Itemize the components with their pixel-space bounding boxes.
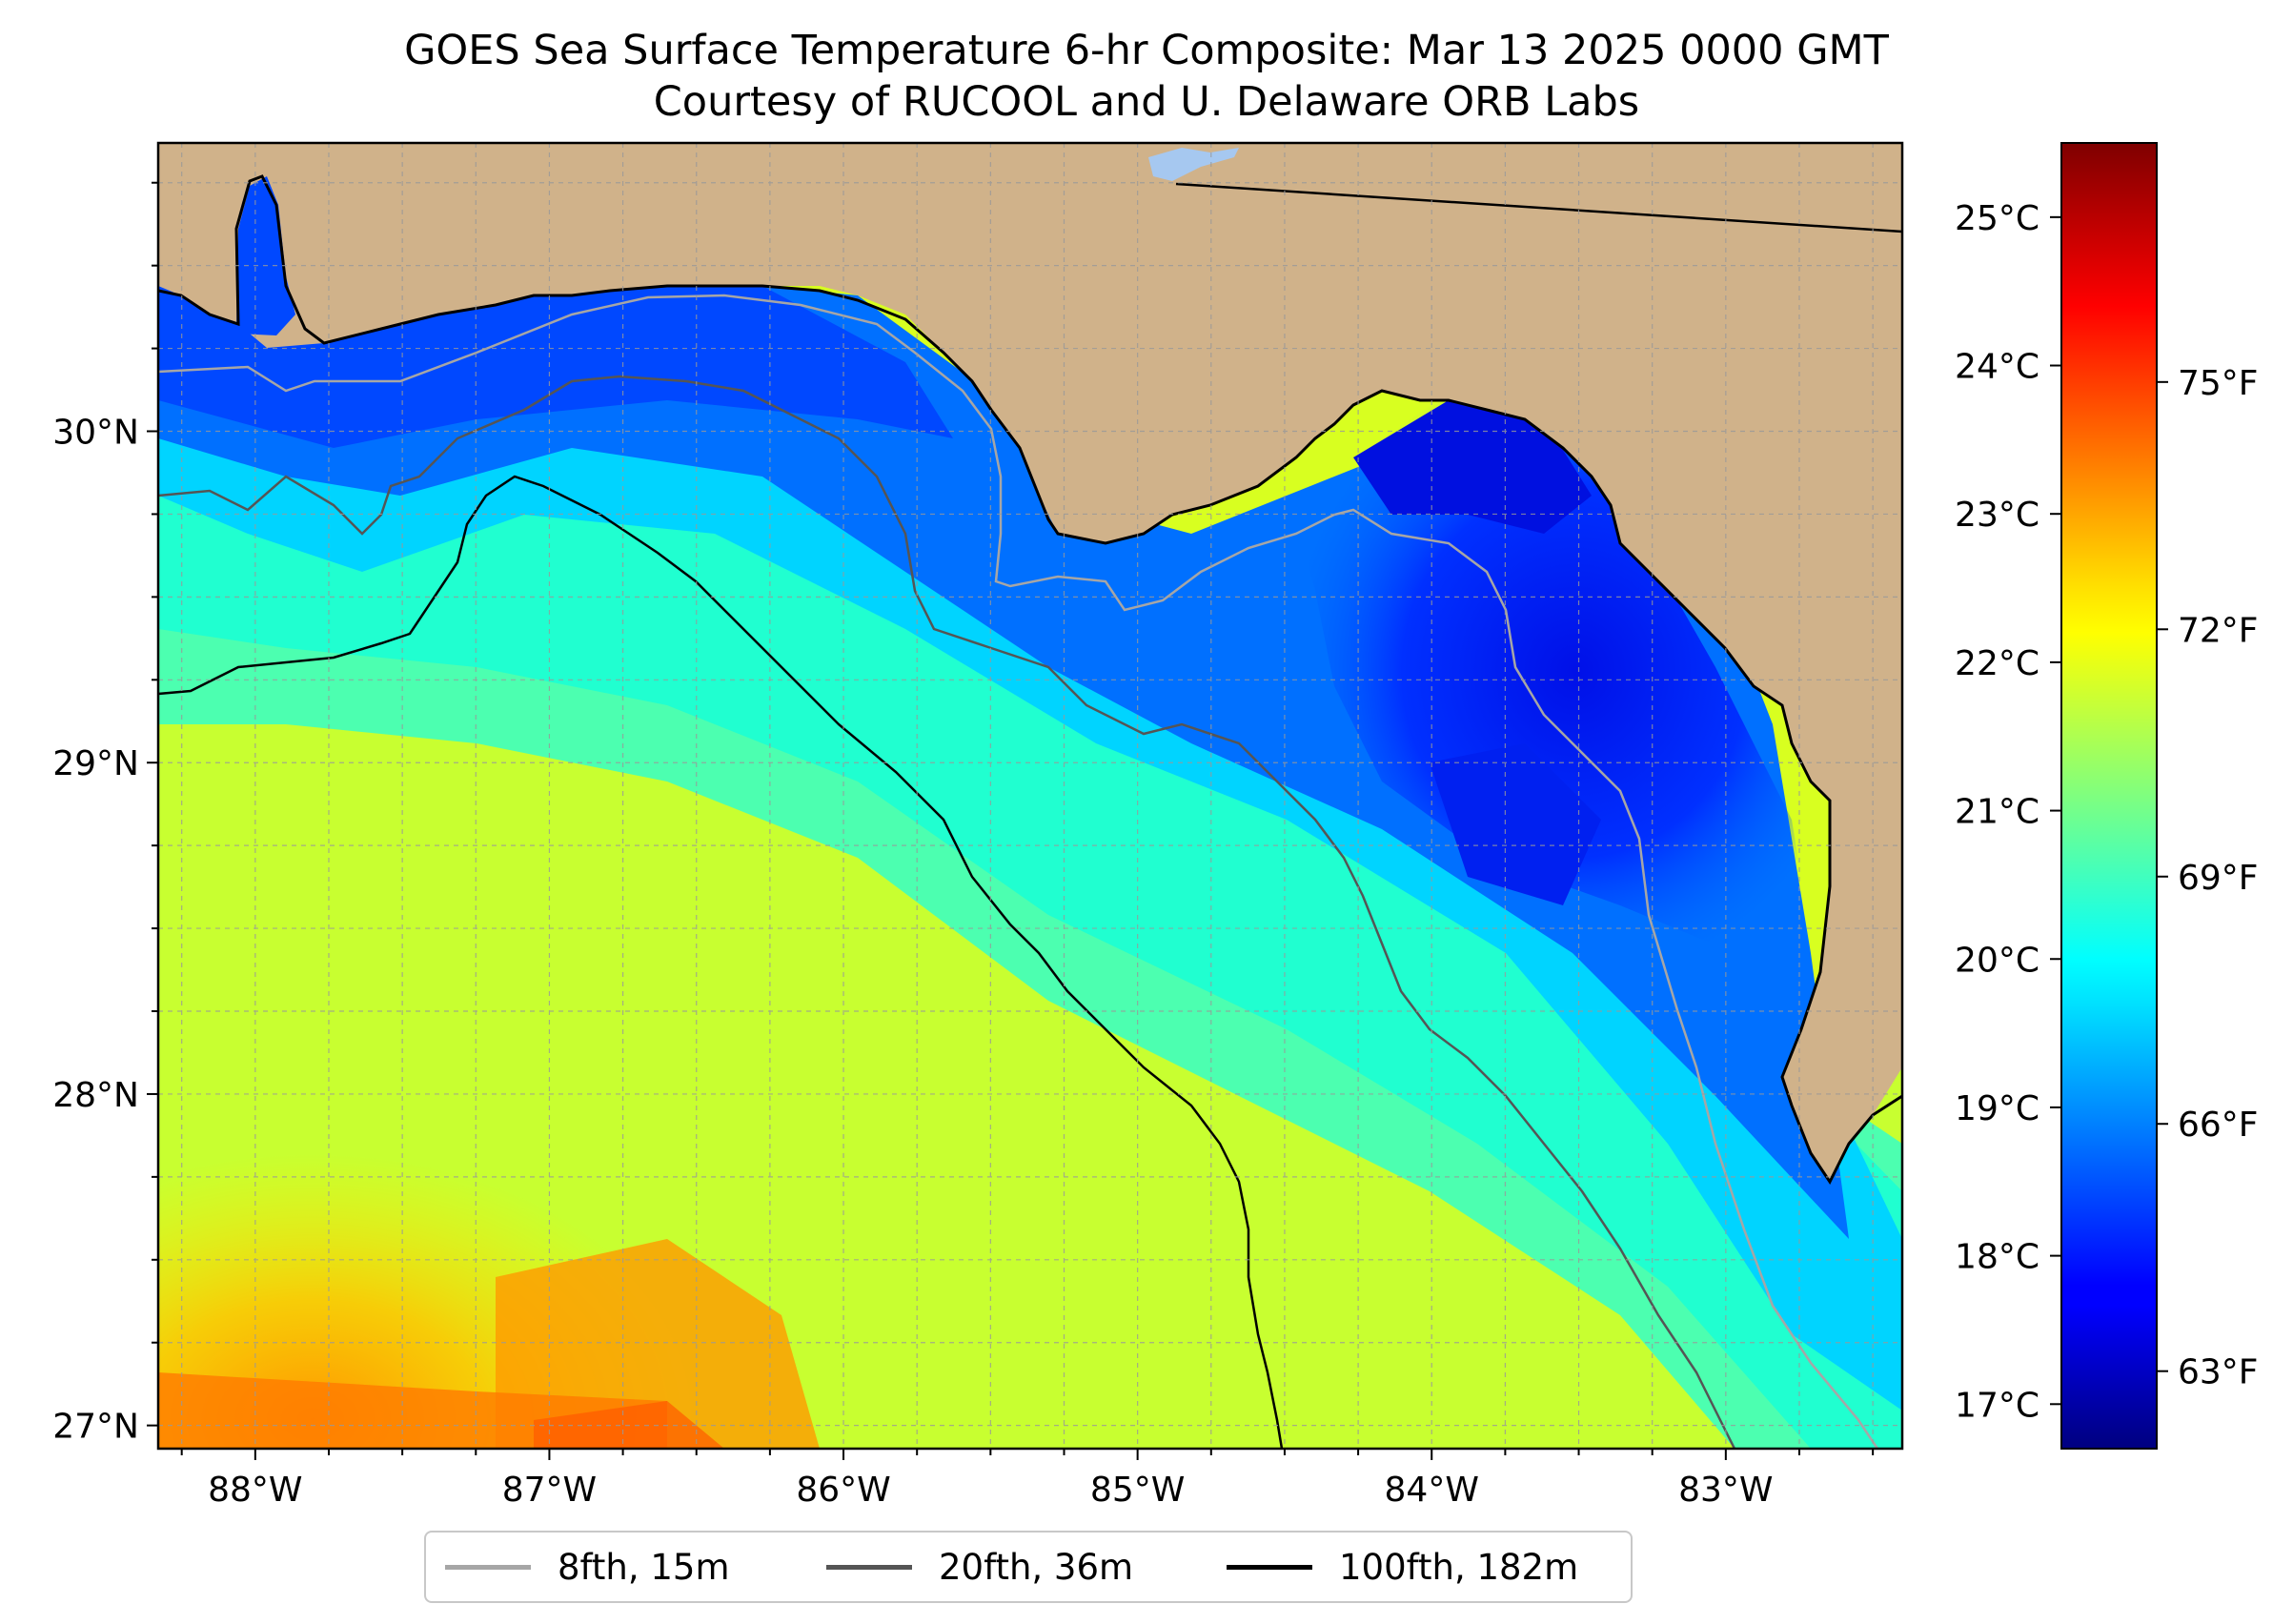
colorbar-ramp (2060, 142, 2158, 1450)
colorbar-celsius-label: 17°C (1955, 1386, 2039, 1425)
lon-tick-label: 88°W (208, 1471, 302, 1510)
colorbar-celsius-label: 25°C (1955, 199, 2039, 238)
legend-label-8fth: 8fth, 15m (558, 1546, 730, 1588)
isobath-legend: 8fth, 15m 20fth, 36m 100fth, 182m (424, 1531, 1633, 1603)
colorbar-fahrenheit-label: 75°F (2178, 364, 2259, 403)
legend-label-20fth: 20fth, 36m (939, 1546, 1134, 1588)
isobath-100fth-182m (158, 475, 1284, 1449)
isobath-20fth-36m (158, 375, 1736, 1449)
colorbar-fahrenheit-axis: 63°F 66°F 69°F 72°F 75°F (2157, 364, 2259, 1392)
isobath-8fth-15m (158, 294, 1879, 1449)
lat-tick-label: 30°N (52, 414, 139, 453)
colorbar-celsius-label: 19°C (1955, 1089, 2039, 1128)
colorbar-fahrenheit-label: 72°F (2178, 611, 2259, 650)
colorbar-celsius-label: 24°C (1955, 348, 2039, 387)
legend-swatch-8fth (445, 1564, 531, 1570)
lon-tick-label: 84°W (1385, 1471, 1479, 1510)
legend-label-100fth: 100fth, 182m (1339, 1546, 1579, 1588)
colorbar-celsius-axis: 17°C 18°C 19°C 20°C 21°C 22°C 23°C 24°C 25°C (1955, 199, 2061, 1425)
map-title: GOES Sea Surface Temperature 6-hr Compos… (404, 27, 1889, 74)
colorbar-celsius-label: 21°C (1955, 793, 2039, 832)
legend-swatch-20fth (826, 1564, 912, 1570)
colorbar-celsius-label: 18°C (1955, 1238, 2039, 1277)
lat-tick-label: 27°N (52, 1408, 139, 1447)
legend-item-100fth: 100fth, 182m (1227, 1533, 1578, 1601)
lat-tick-label: 29°N (52, 744, 139, 783)
land-mass (158, 143, 1902, 1182)
lon-tick-label: 86°W (796, 1471, 890, 1510)
colorbar-celsius-label: 22°C (1955, 644, 2039, 683)
lon-tick-label: 83°W (1678, 1471, 1773, 1510)
sst-field (158, 143, 1902, 1449)
colorbar-fahrenheit-label: 66°F (2178, 1106, 2259, 1145)
colorbar-celsius-label: 23°C (1955, 496, 2039, 535)
lon-tick-label: 85°W (1090, 1471, 1185, 1510)
lon-tick-label: 87°W (502, 1471, 597, 1510)
legend-swatch-100fth (1227, 1564, 1312, 1570)
colorbar-fahrenheit-label: 63°F (2178, 1353, 2259, 1392)
longitude-axis: 88°W 87°W 86°W 85°W 84°W 83°W (180, 1449, 1875, 1510)
latitude-axis: 27°N 28°N 29°N 30°N (52, 181, 158, 1447)
colorbar-fahrenheit-label: 69°F (2178, 859, 2259, 898)
state-boundary (1175, 182, 1903, 233)
map-frame (156, 141, 1904, 1451)
graticule (158, 143, 1902, 1449)
colorbar: 17°C 18°C 19°C 20°C 21°C 22°C 23°C 24°C 25°C 63°… (1955, 142, 2259, 1450)
coastline (158, 174, 1902, 1185)
legend-item-20fth: 20fth, 36m (826, 1533, 1133, 1601)
colorbar-celsius-label: 20°C (1955, 941, 2039, 980)
legend-item-8fth: 8fth, 15m (445, 1533, 730, 1601)
lat-tick-label: 28°N (52, 1076, 139, 1115)
map-subtitle: Courtesy of RUCOOL and U. Delaware ORB L… (653, 78, 1640, 126)
